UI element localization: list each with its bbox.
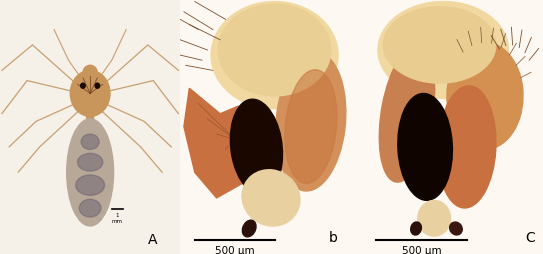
Ellipse shape [81,135,99,150]
Ellipse shape [79,199,101,217]
Text: b: b [329,230,338,244]
Ellipse shape [230,100,282,195]
Ellipse shape [81,84,85,89]
Ellipse shape [95,84,99,89]
Text: C: C [525,230,535,244]
Ellipse shape [438,87,496,208]
Ellipse shape [378,3,509,99]
Text: A: A [148,232,157,246]
Ellipse shape [67,119,113,226]
Ellipse shape [78,154,103,171]
Ellipse shape [383,8,496,84]
Polygon shape [184,89,253,198]
Text: 1
mm: 1 mm [112,212,123,223]
Ellipse shape [218,5,331,97]
Ellipse shape [86,112,94,122]
Ellipse shape [398,94,452,201]
Ellipse shape [450,222,462,235]
Text: 500 μm: 500 μm [402,245,441,254]
Ellipse shape [276,53,346,191]
Ellipse shape [242,170,300,226]
Ellipse shape [447,43,523,150]
Ellipse shape [379,46,435,182]
Text: 500 μm: 500 μm [215,245,255,254]
Ellipse shape [75,175,105,196]
Ellipse shape [242,220,256,237]
Ellipse shape [285,70,337,184]
Ellipse shape [70,71,110,117]
Ellipse shape [211,3,338,109]
Ellipse shape [411,222,421,235]
Ellipse shape [83,66,97,81]
Ellipse shape [418,201,451,236]
